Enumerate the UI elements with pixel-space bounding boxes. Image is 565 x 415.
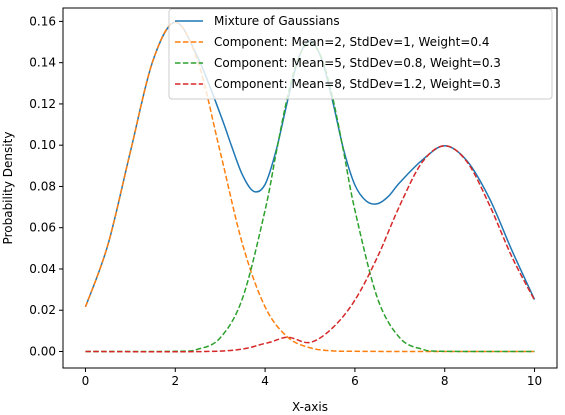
x-tick-label: 2: [171, 374, 179, 388]
series-line-3: [85, 145, 536, 353]
x-tick-label: 6: [351, 374, 359, 388]
y-tick-label: 0.10: [29, 138, 56, 152]
legend-entry-label: Component: Mean=5, StdDev=0.8, Weight=0.…: [214, 56, 501, 70]
legend-entry-label: Component: Mean=2, StdDev=1, Weight=0.4: [214, 35, 489, 49]
legend-entry-label: Component: Mean=8, StdDev=1.2, Weight=0.…: [214, 77, 501, 91]
axes-frame: [62, 7, 558, 369]
y-tick-label: 0.02: [29, 303, 56, 317]
y-axis: 0.00 0.02 0.04 0.06 0.08 0.10 0.12 0.14 0.16: [29, 14, 63, 358]
legend-box: [168, 8, 553, 100]
x-axis: 0 2 4 6 8 10: [82, 368, 542, 388]
x-tick-label: 10: [527, 374, 542, 388]
y-tick-label: 0.08: [29, 179, 56, 193]
x-tick-label: 0: [82, 374, 90, 388]
y-tick-label: 0.16: [29, 14, 56, 28]
y-tick-label: 0.04: [29, 262, 56, 276]
y-tick-label: 0.00: [29, 344, 56, 358]
series-line-1: [84, 21, 535, 353]
x-tick-label: 8: [441, 374, 449, 388]
x-axis-label: X-axis: [292, 400, 328, 414]
y-tick-label: 0.06: [29, 221, 56, 235]
legend: Mixture of Gaussians Component: Mean=2, S…: [168, 8, 553, 100]
legend-entry-label: Mixture of Gaussians: [214, 14, 340, 28]
x-tick-label: 4: [261, 374, 269, 388]
y-tick-label: 0.12: [29, 97, 56, 111]
y-axis-label: Probability Density: [1, 132, 15, 245]
y-tick-label: 0.14: [29, 56, 56, 70]
